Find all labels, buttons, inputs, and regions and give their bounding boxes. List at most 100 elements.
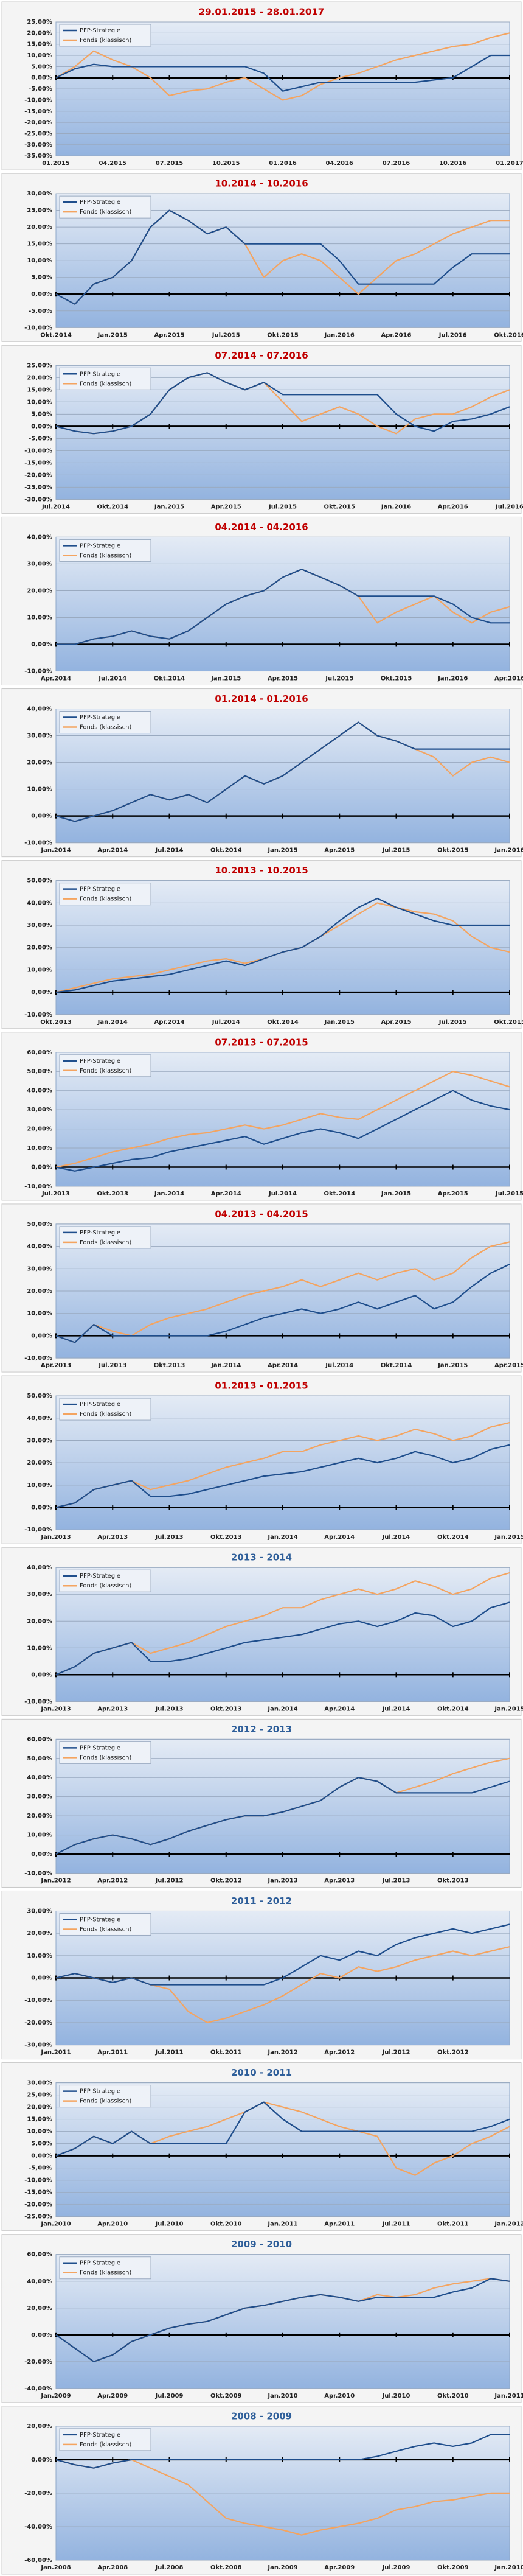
legend — [59, 711, 151, 734]
x-tick-label: Okt.2014 — [267, 1019, 299, 1026]
x-tick-label: Jul.2014 — [268, 1191, 297, 1197]
x-tick-label: Jan.2013 — [40, 1706, 71, 1712]
y-tick-label: 30,00% — [27, 561, 52, 567]
legend-label: Fonds (klassisch) — [80, 896, 131, 903]
legend-label: PFP-Strategie — [80, 886, 120, 893]
x-tick-label: Apr.2014 — [268, 1362, 298, 1369]
x-tick-label: Okt.2008 — [210, 2564, 242, 2571]
legend-label: PFP-Strategie — [80, 1745, 120, 1751]
y-tick-label: 30,00% — [27, 1437, 52, 1444]
x-tick-label: Okt.2014 — [324, 1191, 355, 1197]
y-tick-label: 50,00% — [27, 1755, 52, 1762]
y-tick-label: 50,00% — [27, 1221, 52, 1228]
y-tick-label: -10,00% — [24, 1183, 52, 1190]
chart-title: 10.2014 - 10.2016 — [215, 178, 308, 189]
y-tick-label: -35,00% — [24, 153, 52, 159]
x-tick-label: Okt.2010 — [210, 2221, 242, 2228]
y-tick-label: 50,00% — [27, 878, 52, 884]
x-tick-label: Okt.2015 — [324, 503, 355, 510]
series-line — [55, 2278, 510, 2362]
x-tick-label: Okt.2013 — [210, 1534, 242, 1541]
x-tick-label: Jul.2015 — [495, 1191, 523, 1197]
x-tick-label: Apr.2009 — [97, 2393, 128, 2399]
x-tick-label: Okt.2010 — [437, 2393, 469, 2399]
series-line — [55, 1601, 510, 1676]
legend-label: Fonds (klassisch) — [80, 1411, 131, 1418]
series-line — [55, 897, 510, 993]
x-tick-label: Jul.2012 — [382, 2049, 410, 2056]
y-tick-label: 60,00% — [27, 1736, 52, 1743]
x-tick-label: 01.2015 — [42, 160, 70, 167]
y-tick-label: -40,00% — [24, 2385, 52, 2392]
chart-title: 07.2013 - 07.2015 — [215, 1037, 308, 1048]
x-tick-label: Okt.2013 — [97, 1191, 128, 1197]
x-tick-label: 07.2016 — [383, 160, 410, 167]
x-tick-label: Apr.2015 — [154, 332, 184, 338]
y-tick-label: -10,00% — [24, 1355, 52, 1362]
x-tick-label: Okt.2013 — [437, 1877, 469, 1884]
x-tick-label: Apr.2013 — [324, 1877, 355, 1884]
x-tick-label: Jul.2013 — [155, 1706, 184, 1712]
y-tick-label: 0,00% — [31, 75, 52, 82]
x-tick-label: Jul.2015 — [212, 332, 240, 338]
series-line — [55, 54, 510, 92]
y-tick-label: 20,00% — [27, 2423, 52, 2430]
y-tick-label: 10,00% — [27, 1953, 52, 1959]
legend-label: Fonds (klassisch) — [80, 2441, 131, 2448]
x-tick-label: Jul.2012 — [155, 1877, 184, 1884]
y-tick-label: 0,00% — [31, 1975, 52, 1982]
y-tick-label: 25,00% — [27, 208, 52, 214]
x-tick-label: Apr.2015 — [494, 1362, 523, 1369]
y-tick-label: 20,00% — [27, 30, 52, 37]
x-tick-label: Okt.2015 — [437, 847, 469, 854]
x-tick-label: Apr.2015 — [268, 676, 298, 682]
x-tick-label: Okt.2012 — [437, 2049, 469, 2056]
x-tick-label: Okt.2013 — [40, 1019, 72, 1026]
x-tick-label: Jan.2011 — [40, 2049, 71, 2056]
y-tick-label: 10,00% — [27, 1482, 52, 1489]
y-tick-label: 25,00% — [27, 2092, 52, 2099]
y-tick-label: -10,00% — [24, 2177, 52, 2184]
y-tick-label: 20,00% — [27, 1930, 52, 1937]
series-line — [55, 1777, 510, 1855]
x-tick-label: Okt.2015 — [494, 1019, 523, 1026]
x-tick-label: Jul.2015 — [438, 1019, 467, 1026]
y-tick-label: 20,00% — [27, 2305, 52, 2312]
legend — [59, 1398, 151, 1421]
x-tick-label: Okt.2014 — [437, 1706, 469, 1712]
x-tick-label: Jan.2012 — [40, 1877, 71, 1884]
y-tick-label: -20,00% — [24, 2490, 52, 2497]
x-tick-label: Jul.2014 — [325, 1362, 353, 1369]
series-line — [55, 1444, 510, 1508]
x-tick-label: Jan.2014 — [267, 1706, 297, 1712]
x-tick-label: Jan.2012 — [267, 2049, 297, 2056]
y-tick-label: -20,00% — [24, 2020, 52, 2026]
x-tick-label: Jan.2010 — [267, 2393, 297, 2399]
x-tick-label: Jan.2010 — [494, 2564, 523, 2571]
y-tick-label: -20,00% — [24, 2202, 52, 2208]
series-line — [55, 209, 510, 305]
legend — [59, 883, 151, 906]
x-tick-label: Jul.2013 — [98, 1362, 126, 1369]
x-tick-label: 07.2015 — [156, 160, 184, 167]
x-tick-label: 04.2015 — [99, 160, 126, 167]
y-tick-label: 10,00% — [27, 399, 52, 405]
x-tick-label: Jan.2016 — [494, 847, 523, 854]
y-tick-label: -5,00% — [29, 2165, 52, 2172]
x-tick-label: Apr.2013 — [97, 1706, 128, 1712]
y-tick-label: 15,00% — [27, 387, 52, 393]
y-tick-label: 20,00% — [27, 2104, 52, 2111]
x-tick-label: Apr.2014 — [154, 1019, 184, 1026]
y-tick-label: 15,00% — [27, 2116, 52, 2123]
series-line — [55, 1923, 510, 1986]
x-tick-label: Jul.2011 — [155, 2049, 184, 2056]
x-tick-label: Jan.2016 — [324, 332, 355, 338]
series-line — [55, 721, 510, 822]
x-tick-label: Apr.2011 — [97, 2049, 128, 2056]
x-tick-label: Jul.2009 — [382, 2564, 410, 2571]
y-tick-label: 30,00% — [27, 922, 52, 929]
legend-label: Fonds (klassisch) — [80, 2270, 131, 2277]
x-tick-label: Apr.2012 — [97, 1877, 128, 1884]
legend-label: Fonds (klassisch) — [80, 724, 131, 731]
